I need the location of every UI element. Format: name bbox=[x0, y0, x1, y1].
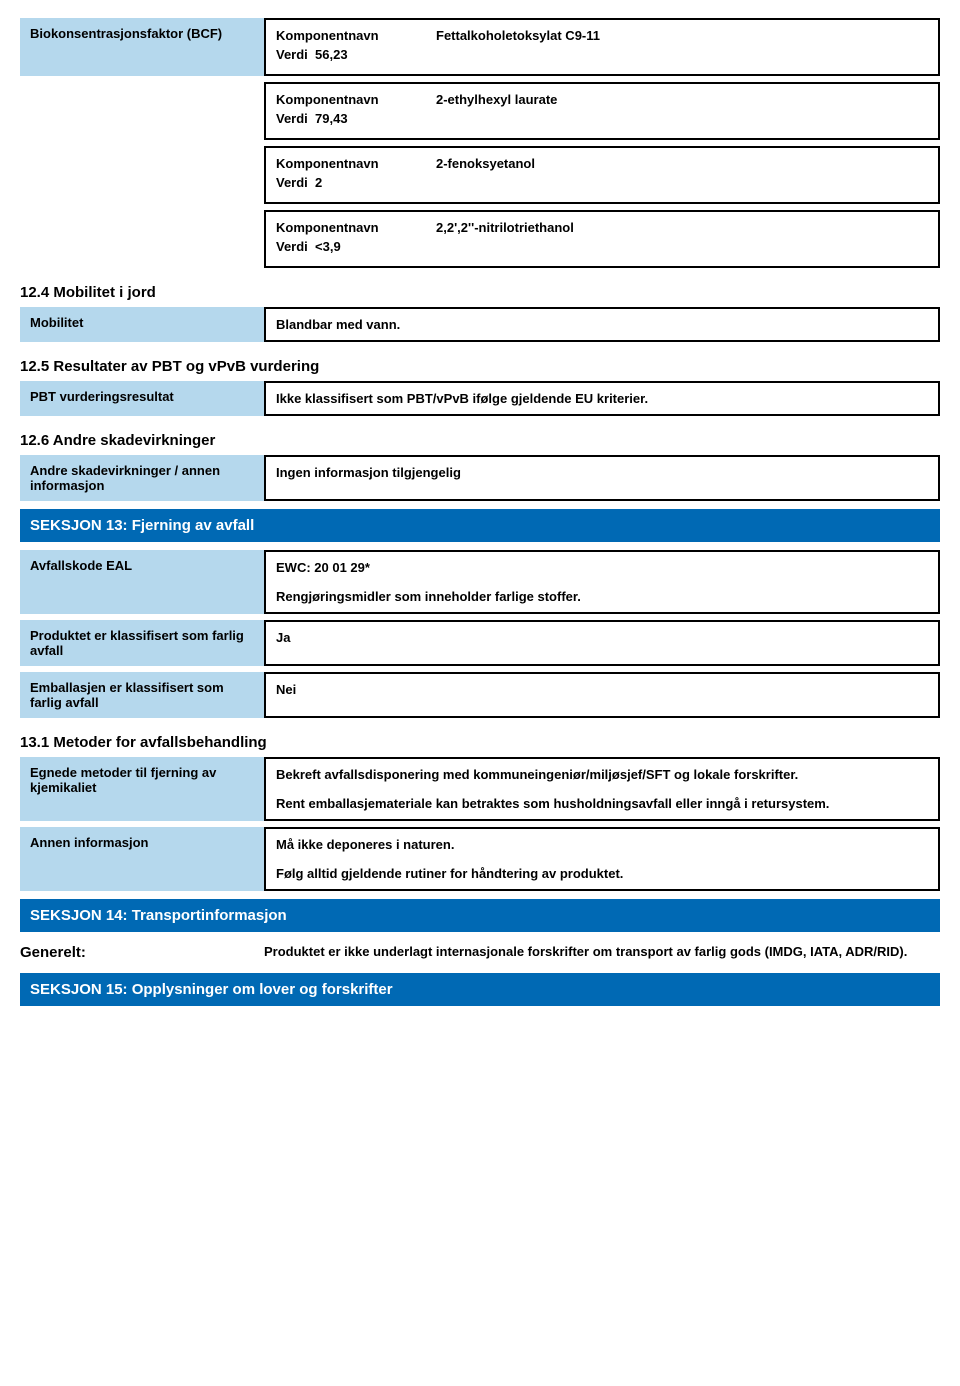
pbt-label: PBT vurderingsresultat bbox=[20, 381, 264, 416]
bcf-row: Biokonsentrasjonsfaktor (BCF) Komponentn… bbox=[20, 18, 940, 76]
mobilitet-value: Blandbar med vann. bbox=[264, 307, 940, 342]
pbt-row: PBT vurderingsresultat Ikke klassifisert… bbox=[20, 381, 940, 416]
verdi-label: Verdi 79,43 bbox=[276, 111, 348, 126]
eal-value: EWC: 20 01 29* Rengjøringsmidler som inn… bbox=[264, 550, 940, 614]
packaging-class-label: Emballasjen er klassifisert som farlig a… bbox=[20, 672, 264, 718]
bcf-entry-2: Komponentnavn 2-fenoksyetanol Verdi 2 bbox=[264, 146, 940, 204]
komponentnavn-label: Komponentnavn bbox=[276, 92, 436, 107]
bcf-label: Biokonsentrasjonsfaktor (BCF) bbox=[20, 18, 264, 76]
section-14-header: SEKSJON 14: Transportinformasjon bbox=[20, 899, 940, 932]
product-class-row: Produktet er klassifisert som farlig avf… bbox=[20, 620, 940, 666]
andre-row: Andre skadevirkninger / annen informasjo… bbox=[20, 455, 940, 501]
eal-row: Avfallskode EAL EWC: 20 01 29* Rengjørin… bbox=[20, 550, 940, 614]
eal-label: Avfallskode EAL bbox=[20, 550, 264, 614]
bcf-row: Komponentnavn 2-fenoksyetanol Verdi 2 bbox=[20, 146, 940, 204]
heading-12-6: 12.6 Andre skadevirkninger bbox=[20, 422, 940, 455]
komponentnavn-value: Fettalkoholetoksylat C9-11 bbox=[436, 28, 928, 43]
methods-value: Bekreft avfallsdisponering med kommunein… bbox=[264, 757, 940, 821]
verdi-label: Verdi <3,9 bbox=[276, 239, 341, 254]
generelt-row: Generelt: Produktet er ikke underlagt in… bbox=[20, 940, 940, 965]
heading-12-5: 12.5 Resultater av PBT og vPvB vurdering bbox=[20, 348, 940, 381]
generelt-value: Produktet er ikke underlagt internasjona… bbox=[264, 940, 940, 965]
packaging-class-value: Nei bbox=[264, 672, 940, 718]
komponentnavn-label: Komponentnavn bbox=[276, 28, 436, 43]
heading-13-1: 13.1 Metoder for avfallsbehandling bbox=[20, 724, 940, 757]
andre-value: Ingen informasjon tilgjengelig bbox=[264, 455, 940, 501]
komponentnavn-value: 2-ethylhexyl laurate bbox=[436, 92, 928, 107]
pbt-value: Ikke klassifisert som PBT/vPvB ifølge gj… bbox=[264, 381, 940, 416]
mobilitet-row: Mobilitet Blandbar med vann. bbox=[20, 307, 940, 342]
bcf-entry-0: Komponentnavn Fettalkoholetoksylat C9-11… bbox=[264, 18, 940, 76]
methods-row: Egnede metoder til fjerning av kjemikali… bbox=[20, 757, 940, 821]
generelt-label: Generelt: bbox=[20, 940, 264, 965]
bcf-entry-1: Komponentnavn 2-ethylhexyl laurate Verdi… bbox=[264, 82, 940, 140]
komponentnavn-value: 2,2',2''-nitrilotriethanol bbox=[436, 220, 928, 235]
bcf-label-empty bbox=[20, 82, 264, 140]
mobilitet-label: Mobilitet bbox=[20, 307, 264, 342]
product-class-label: Produktet er klassifisert som farlig avf… bbox=[20, 620, 264, 666]
bcf-row: Komponentnavn 2-ethylhexyl laurate Verdi… bbox=[20, 82, 940, 140]
other-info-row: Annen informasjon Må ikke deponeres i na… bbox=[20, 827, 940, 891]
verdi-label: Verdi 2 bbox=[276, 175, 322, 190]
komponentnavn-value: 2-fenoksyetanol bbox=[436, 156, 928, 171]
other-info-value: Må ikke deponeres i naturen. Følg alltid… bbox=[264, 827, 940, 891]
section-15-header: SEKSJON 15: Opplysninger om lover og for… bbox=[20, 973, 940, 1006]
bcf-entry-3: Komponentnavn 2,2',2''-nitrilotriethanol… bbox=[264, 210, 940, 268]
komponentnavn-label: Komponentnavn bbox=[276, 156, 436, 171]
bcf-label-empty bbox=[20, 210, 264, 268]
other-info-label: Annen informasjon bbox=[20, 827, 264, 891]
andre-label: Andre skadevirkninger / annen informasjo… bbox=[20, 455, 264, 501]
bcf-row: Komponentnavn 2,2',2''-nitrilotriethanol… bbox=[20, 210, 940, 268]
verdi-label: Verdi 56,23 bbox=[276, 47, 348, 62]
komponentnavn-label: Komponentnavn bbox=[276, 220, 436, 235]
methods-label: Egnede metoder til fjerning av kjemikali… bbox=[20, 757, 264, 821]
bcf-label-empty bbox=[20, 146, 264, 204]
packaging-class-row: Emballasjen er klassifisert som farlig a… bbox=[20, 672, 940, 718]
section-13-header: SEKSJON 13: Fjerning av avfall bbox=[20, 509, 940, 542]
heading-12-4: 12.4 Mobilitet i jord bbox=[20, 274, 940, 307]
product-class-value: Ja bbox=[264, 620, 940, 666]
